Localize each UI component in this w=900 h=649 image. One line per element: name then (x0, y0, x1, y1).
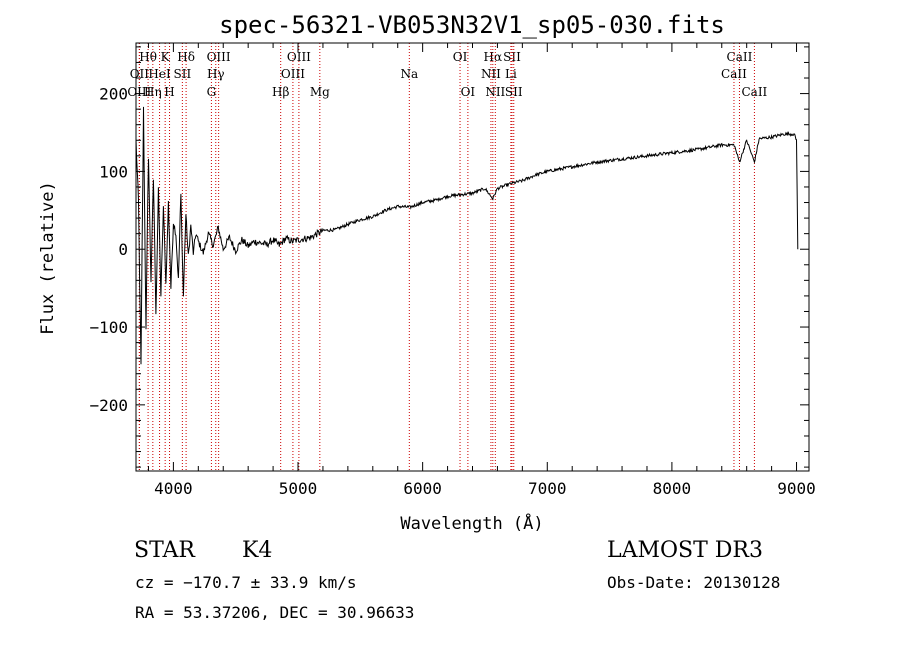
marker-label: Hγ (207, 67, 225, 81)
y-tick-label: 100 (99, 162, 128, 181)
marker-label: OI (461, 85, 476, 99)
marker-label: CaII (727, 50, 753, 64)
y-axis-label: Flux (relative) (38, 181, 58, 335)
coordinates: RA = 53.37206, DEC = 30.96633 (135, 603, 415, 622)
marker-label: Hη (144, 85, 162, 99)
marker-label: OIII (127, 85, 151, 99)
marker-label: OI (453, 50, 468, 64)
x-tick-label: 4000 (154, 479, 193, 498)
marker-label: Hδ (177, 50, 195, 64)
obs-date: Obs-Date: 20130128 (607, 573, 781, 592)
marker-label: Li (505, 67, 517, 81)
marker-label: SII (503, 50, 521, 64)
spectrum-line (135, 106, 799, 365)
x-tick-label: 9000 (777, 479, 816, 498)
survey-name: LAMOST DR3 (607, 538, 763, 563)
marker-label: SII (505, 85, 523, 99)
marker-label: Mg (310, 85, 330, 99)
marker-label: Na (400, 67, 418, 81)
marker-label: CaII (721, 67, 747, 81)
spectrum-series (135, 106, 799, 365)
marker-label: HeI (148, 67, 171, 81)
marker-label: K (161, 50, 171, 64)
y-tick-label: −100 (89, 318, 128, 337)
marker-label: NII (481, 67, 501, 81)
y-tick-label: −200 (89, 396, 128, 415)
x-tick-label: 7000 (528, 479, 567, 498)
redshift-text: cz = −170.7 ± 33.9 km/s (135, 573, 357, 592)
y-tick-label: 0 (118, 240, 128, 259)
object-class: STAR (134, 538, 195, 563)
marker-label: Hα (484, 50, 503, 64)
marker-label: NII (485, 85, 505, 99)
marker-label: H (164, 85, 174, 99)
y-tick-label: 200 (99, 85, 128, 104)
x-tick-label: 5000 (279, 479, 318, 498)
x-tick-label: 6000 (403, 479, 442, 498)
chart-title: spec-56321-VB053N32V1_sp05-030.fits (219, 11, 725, 39)
marker-label: CaII (741, 85, 767, 99)
marker-label: SII (174, 67, 192, 81)
marker-label: OIII (281, 67, 305, 81)
marker-label: OIII (287, 50, 311, 64)
marker-label: Hβ (272, 85, 289, 99)
axes: 4000 5000 6000 7000 8000 9000 −200 −100 0 100 200 (89, 43, 816, 498)
x-axis-label: Wavelength (Å) (400, 512, 543, 534)
x-tick-label: 8000 (653, 479, 692, 498)
marker-label: Hθ (139, 50, 157, 64)
object-subclass: K4 (242, 538, 273, 563)
plot-frame (135, 42, 810, 472)
marker-label: G (207, 85, 217, 99)
marker-label: OIII (207, 50, 231, 64)
